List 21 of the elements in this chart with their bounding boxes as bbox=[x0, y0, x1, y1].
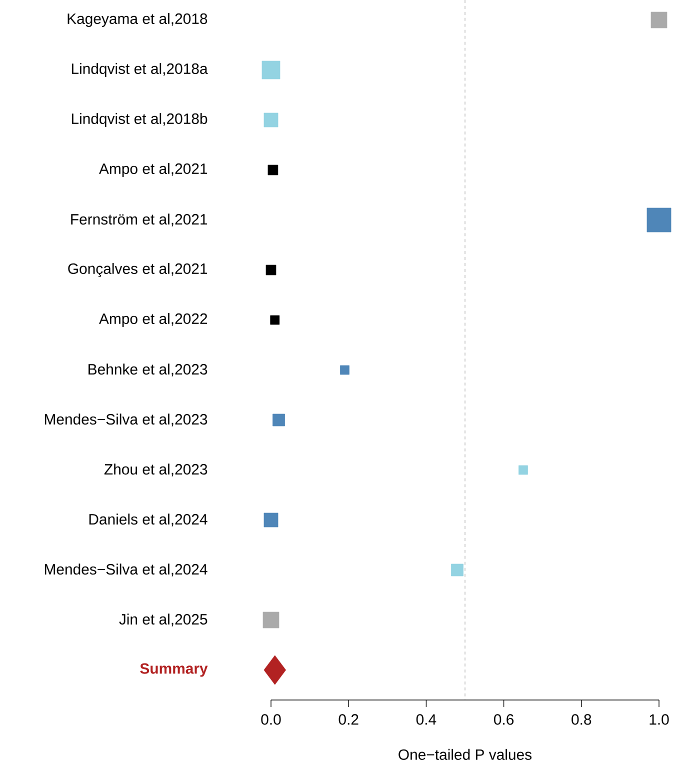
x-tick-label: 0.4 bbox=[416, 714, 436, 725]
x-tick-label: 0.0 bbox=[261, 714, 281, 725]
y-tick-label: Gonçalves et al,2021 bbox=[68, 263, 208, 278]
y-tick-label: Daniels et al,2024 bbox=[89, 514, 208, 526]
y-tick-label: Zhou et al,2023 bbox=[104, 464, 208, 476]
x-tick-label: 0.2 bbox=[338, 714, 358, 725]
y-tick-label: Lindqvist et al,2018a bbox=[72, 63, 208, 77]
x-tick-label: 1.0 bbox=[650, 714, 669, 725]
x-axis-title: One−tailed P values bbox=[398, 748, 532, 760]
y-tick-label: Summary bbox=[140, 663, 208, 677]
y-tick-label: Behnke et al,2023 bbox=[88, 364, 208, 376]
y-tick-label: Ampo et al,2022 bbox=[99, 313, 208, 327]
y-tick-label: Mendes−Silva et al,2023 bbox=[44, 414, 208, 426]
y-tick-label: Lindqvist et al,2018b bbox=[72, 113, 208, 127]
y-tick-label: Ampo et al,2021 bbox=[99, 163, 208, 177]
y-tick-label: Kageyama et al,2018 bbox=[68, 13, 208, 27]
y-tick-label: Mendes−Silva et al,2024 bbox=[44, 564, 208, 576]
y-tick-label: Jin et al,2025 bbox=[119, 614, 208, 626]
y-tick-label: Fernström et al,2021 bbox=[71, 214, 208, 226]
x-tick-label: 0.6 bbox=[494, 714, 514, 725]
x-tick-label: 0.8 bbox=[572, 714, 592, 725]
